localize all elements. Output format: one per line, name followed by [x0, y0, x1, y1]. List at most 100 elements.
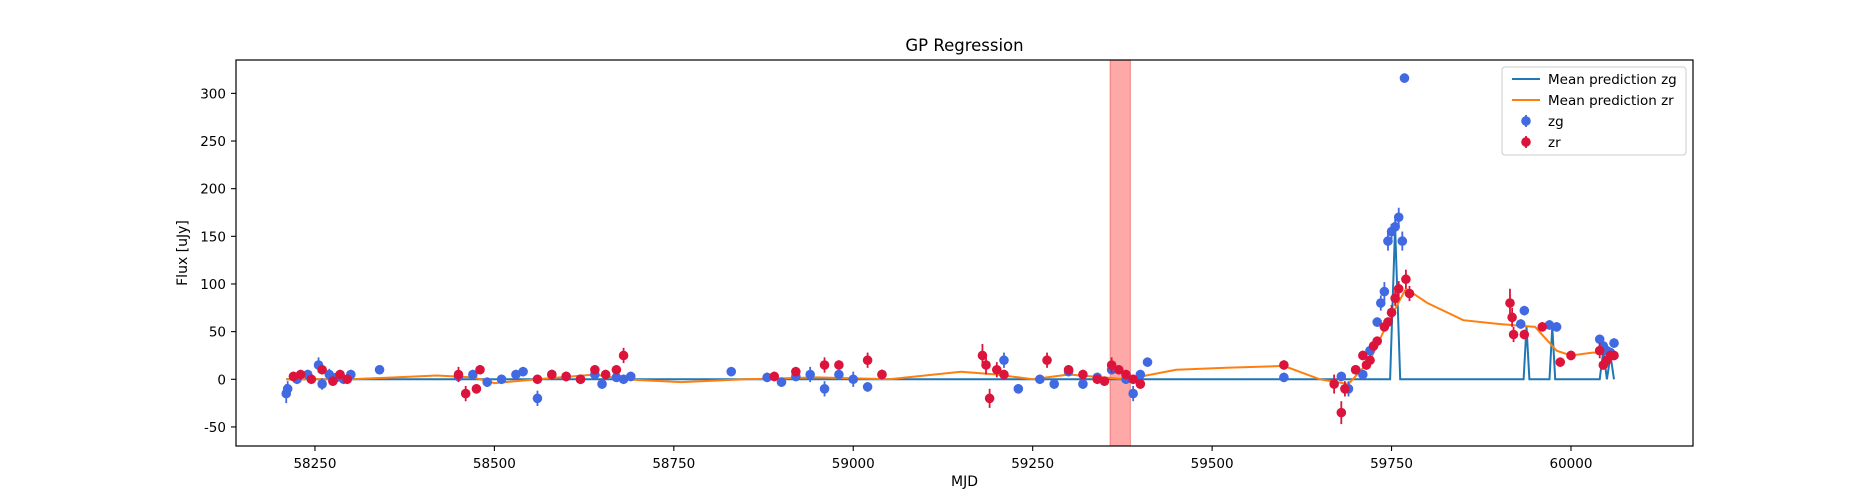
- data-point: [1358, 369, 1368, 380]
- data-point: [475, 364, 485, 375]
- data-point: [1397, 236, 1408, 246]
- data-point: [547, 369, 557, 380]
- data-point: [877, 369, 887, 380]
- data-point: [1372, 336, 1382, 346]
- data-point: [834, 360, 844, 370]
- data-point: [1336, 407, 1347, 418]
- legend: Mean prediction zg Mean prediction zr zg zr: [1501, 66, 1687, 156]
- data-point: [1142, 357, 1153, 367]
- data-point: [1379, 286, 1390, 297]
- data-point: [1078, 369, 1088, 380]
- x-axis: 58250 58500 58750 59000 59250 59500 59750 60000: [293, 446, 1592, 472]
- y-axis: -50 0 50 100 150 200 250 300: [200, 86, 236, 436]
- data-point: [981, 360, 991, 370]
- data-point: [1390, 293, 1400, 304]
- data-point: [1121, 369, 1131, 380]
- x-tick-label: 60000: [1550, 456, 1593, 472]
- y-tick-label: 250: [200, 134, 226, 150]
- data-point: [1519, 329, 1530, 340]
- data-point: [597, 379, 607, 389]
- data-point: [991, 364, 1002, 375]
- data-point: [819, 360, 830, 370]
- data-point: [1013, 384, 1024, 394]
- data-point: [1401, 274, 1411, 285]
- data-point: [342, 374, 353, 385]
- legend-label: zr: [1548, 135, 1561, 151]
- data-point: [1508, 329, 1519, 340]
- x-tick-label: 59250: [1011, 456, 1054, 472]
- legend-label: zg: [1548, 114, 1564, 130]
- chart-title: GP Regression: [905, 36, 1023, 55]
- legend-box: [1501, 66, 1687, 156]
- x-axis-label: MJD: [951, 474, 978, 490]
- data-point: [1383, 317, 1393, 327]
- data-point: [471, 384, 482, 394]
- data-point: [1078, 379, 1088, 389]
- data-point: [561, 371, 571, 382]
- y-tick-label: 50: [209, 325, 226, 341]
- data-point: [848, 374, 859, 385]
- data-point: [1092, 374, 1103, 385]
- data-point: [1507, 312, 1517, 323]
- data-point: [1042, 355, 1052, 366]
- data-point: [1372, 317, 1382, 327]
- data-point: [374, 364, 385, 375]
- data-point: [1594, 345, 1605, 356]
- data-point: [1519, 305, 1530, 316]
- data-point: [819, 384, 830, 394]
- series-points-zr: [288, 269, 1619, 425]
- data-point: [496, 374, 507, 385]
- data-point: [1279, 372, 1289, 383]
- data-point: [1063, 364, 1074, 375]
- x-tick-label: 58750: [652, 456, 695, 472]
- data-point: [977, 350, 988, 361]
- data-point: [1106, 360, 1117, 370]
- data-point: [1544, 320, 1555, 330]
- data-point: [1393, 212, 1404, 223]
- data-point: [776, 377, 787, 387]
- data-point: [1390, 221, 1400, 232]
- data-point: [1505, 298, 1515, 308]
- data-point: [984, 393, 995, 404]
- legend-swatch-point: [1521, 137, 1531, 147]
- data-point: [1336, 371, 1347, 382]
- x-tick-label: 59000: [832, 456, 875, 472]
- data-point: [1128, 374, 1138, 385]
- data-point: [1399, 73, 1410, 83]
- data-point: [518, 366, 528, 377]
- data-point: [532, 393, 543, 404]
- legend-label: Mean prediction zr: [1548, 93, 1674, 109]
- y-tick-label: 200: [200, 182, 226, 198]
- data-point: [1340, 384, 1350, 394]
- data-point: [611, 364, 622, 375]
- data-point: [791, 366, 801, 377]
- data-point: [468, 369, 478, 380]
- data-point: [1350, 364, 1361, 375]
- data-point: [726, 366, 737, 377]
- data-point: [1537, 322, 1548, 332]
- data-point: [1551, 322, 1562, 332]
- y-tick-label: 300: [200, 86, 226, 102]
- data-point: [1609, 350, 1619, 361]
- data-point: [762, 372, 772, 383]
- legend-swatch-point: [1521, 116, 1531, 126]
- data-point: [1555, 357, 1566, 367]
- data-point: [328, 376, 338, 386]
- data-point: [1609, 338, 1619, 348]
- series-line-zg: [286, 226, 1615, 381]
- data-point: [482, 377, 493, 387]
- data-point: [460, 388, 471, 399]
- data-point: [600, 369, 611, 380]
- data-point: [862, 355, 873, 366]
- data-point: [618, 350, 629, 361]
- data-point: [611, 372, 622, 383]
- data-point: [1279, 360, 1289, 370]
- data-point: [1386, 307, 1397, 318]
- y-tick-label: 100: [200, 277, 226, 293]
- y-axis-label: Flux [uJy]: [175, 220, 191, 286]
- data-point: [1128, 388, 1138, 399]
- x-tick-label: 59500: [1191, 456, 1234, 472]
- data-point: [1329, 379, 1339, 389]
- data-point: [862, 382, 873, 392]
